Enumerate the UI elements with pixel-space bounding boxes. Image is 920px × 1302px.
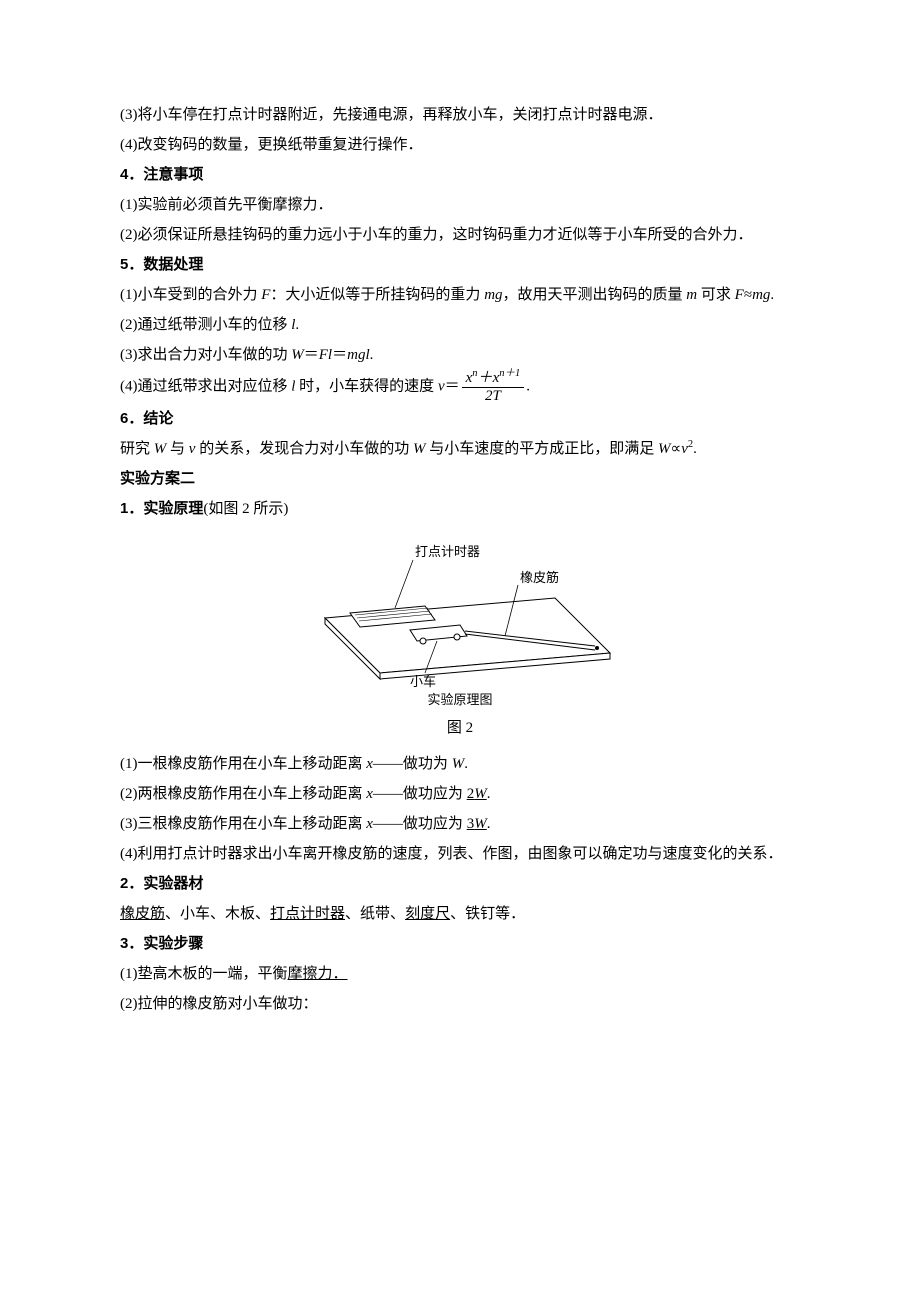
text: ——做功应为 xyxy=(373,786,467,802)
text: ：大小近似等于所挂钩码的重力 xyxy=(270,287,484,303)
heading-4: 4．注意事项 xyxy=(120,160,800,190)
var-x: x xyxy=(366,786,373,802)
text: 时，小车获得的速度 xyxy=(295,378,438,394)
text: ，故用天平测出钩码的质量 xyxy=(503,287,687,303)
figure-caption: 实验原理图 xyxy=(120,690,800,711)
page: (3)将小车停在打点计时器附近，先接通电源，再释放小车，关闭打点计时器电源． (… xyxy=(0,0,920,1302)
para-plan2-2: (2)两根橡皮筋作用在小车上移动距离 x——做功应为 2W. xyxy=(120,779,800,809)
text: ∝ xyxy=(670,441,681,457)
var-v: v xyxy=(681,441,688,457)
var-W: W xyxy=(474,816,487,832)
text: (如图 2 所示) xyxy=(203,501,288,517)
text: ＝ xyxy=(304,347,319,363)
text: ＝ xyxy=(332,347,347,363)
text: (3)求出合力对小车做的功 xyxy=(120,347,291,363)
figure-2: 打点计时器 橡皮筋 小车 实验原理图 图 2 xyxy=(120,538,800,743)
para-3-3: (3)将小车停在打点计时器附近，先接通电源，再释放小车，关闭打点计时器电源． xyxy=(120,100,800,130)
para-5-3: (3)求出合力对小车做的功 W＝Fl＝mgl. xyxy=(120,340,800,370)
text: . xyxy=(295,317,299,333)
var-x: x xyxy=(366,756,373,772)
text: . xyxy=(487,816,491,832)
text: 、铁钉等． xyxy=(450,906,525,922)
text: . xyxy=(487,786,491,802)
label-timer: 打点计时器 xyxy=(415,544,480,559)
text: (2)通过纸带测小车的位移 xyxy=(120,317,291,333)
var-W: W xyxy=(154,441,167,457)
para-5-2: (2)通过纸带测小车的位移 l. xyxy=(120,310,800,340)
text: ＝ xyxy=(445,378,460,394)
para-5-1: (1)小车受到的合外力 F：大小近似等于所挂钩码的重力 mg，故用天平测出钩码的… xyxy=(120,280,800,310)
heading-2-plan2: 2．实验器材 xyxy=(120,869,800,899)
para-4-2: (2)必须保证所悬挂钩码的重力远小于小车的重力，这时钩码重力才近似等于小车所受的… xyxy=(120,220,800,250)
text: (1)垫高木板的一端，平衡 xyxy=(120,966,288,982)
text: ——做功为 xyxy=(373,756,452,772)
var-W: W xyxy=(291,347,304,363)
heading-6: 6．结论 xyxy=(120,404,800,434)
para-5-4: (4)通过纸带求出对应位移 l 时，小车获得的速度 v＝xn＋xn＋12T. xyxy=(120,370,800,404)
text: ——做功应为 xyxy=(373,816,467,832)
underline-rubber: 橡皮筋 xyxy=(120,906,165,922)
heading-1-plan2: 1．实验原理(如图 2 所示) xyxy=(120,494,800,524)
text: ＋ xyxy=(478,370,493,386)
text: . xyxy=(464,756,468,772)
underline-2W: 2W xyxy=(467,786,487,802)
text: 、纸带、 xyxy=(345,906,405,922)
para-4-1: (1)实验前必须首先平衡摩擦力． xyxy=(120,190,800,220)
para-plan2-1: (1)一根橡皮筋作用在小车上移动距离 x——做功为 W. xyxy=(120,749,800,779)
text: 研究 xyxy=(120,441,154,457)
label-cart: 小车 xyxy=(410,674,436,688)
sup-n1: n＋1 xyxy=(499,368,520,379)
heading-plan2: 实验方案二 xyxy=(120,464,800,494)
heading-5: 5．数据处理 xyxy=(120,250,800,280)
text: . xyxy=(526,378,530,394)
var-mgl: mgl xyxy=(347,347,370,363)
text: (2)两根橡皮筋作用在小车上移动距离 xyxy=(120,786,366,802)
text: 、小车、木板、 xyxy=(165,906,270,922)
underline-ruler: 刻度尺 xyxy=(405,906,450,922)
fraction-denominator: 2T xyxy=(462,388,525,405)
fraction: xn＋xn＋12T xyxy=(462,370,525,404)
underline-friction: 摩擦力． xyxy=(288,966,348,982)
text: . xyxy=(693,441,697,457)
text: 可求 xyxy=(697,287,735,303)
text: (1)一根橡皮筋作用在小车上移动距离 xyxy=(120,756,366,772)
para-6-1: 研究 W 与 v 的关系，发现合力对小车做的功 W 与小车速度的平方成正比，即满… xyxy=(120,434,800,464)
text: . xyxy=(770,287,774,303)
para-equipment: 橡皮筋、小车、木板、打点计时器、纸带、刻度尺、铁钉等． xyxy=(120,899,800,929)
var-m: m xyxy=(686,287,697,303)
para-step-1: (1)垫高木板的一端，平衡摩擦力． xyxy=(120,959,800,989)
text: 与 xyxy=(166,441,189,457)
figure-label: 图 2 xyxy=(120,713,800,743)
text: ≈ xyxy=(744,287,752,303)
fraction-numerator: xn＋xn＋1 xyxy=(462,370,525,388)
heading-3-plan2: 3．实验步骤 xyxy=(120,929,800,959)
experiment-diagram: 打点计时器 橡皮筋 小车 xyxy=(295,538,625,688)
text: (3)三根橡皮筋作用在小车上移动距离 xyxy=(120,816,366,832)
text: 与小车速度的平方成正比，即满足 xyxy=(425,441,658,457)
text: (4)通过纸带求出对应位移 xyxy=(120,378,291,394)
para-plan2-4: (4)利用打点计时器求出小车离开橡皮筋的速度，列表、作图，由图象可以确定功与速度… xyxy=(120,839,800,869)
var-mg: mg xyxy=(752,287,770,303)
var-W: W xyxy=(658,441,671,457)
para-3-4: (4)改变钩码的数量，更换纸带重复进行操作． xyxy=(120,130,800,160)
underline-timer: 打点计时器 xyxy=(270,906,345,922)
text: 的关系，发现合力对小车做的功 xyxy=(195,441,413,457)
var-mg: mg xyxy=(484,287,502,303)
var-W: W xyxy=(413,441,426,457)
var-F: F xyxy=(735,287,744,303)
var-W: W xyxy=(474,786,487,802)
underline-3W: 3W xyxy=(467,816,487,832)
text: . xyxy=(370,347,374,363)
var-W: W xyxy=(452,756,465,772)
para-plan2-3: (3)三根橡皮筋作用在小车上移动距离 x——做功应为 3W. xyxy=(120,809,800,839)
var-v: v xyxy=(438,378,445,394)
text: (1)小车受到的合外力 xyxy=(120,287,261,303)
text: 2 xyxy=(485,388,493,404)
text: 1．实验原理 xyxy=(120,500,203,517)
var-Fl: Fl xyxy=(319,347,332,363)
var-x: x xyxy=(366,816,373,832)
label-rubber: 橡皮筋 xyxy=(520,570,559,585)
var-T: T xyxy=(493,388,501,404)
para-step-2: (2)拉伸的橡皮筋对小车做功： xyxy=(120,989,800,1019)
